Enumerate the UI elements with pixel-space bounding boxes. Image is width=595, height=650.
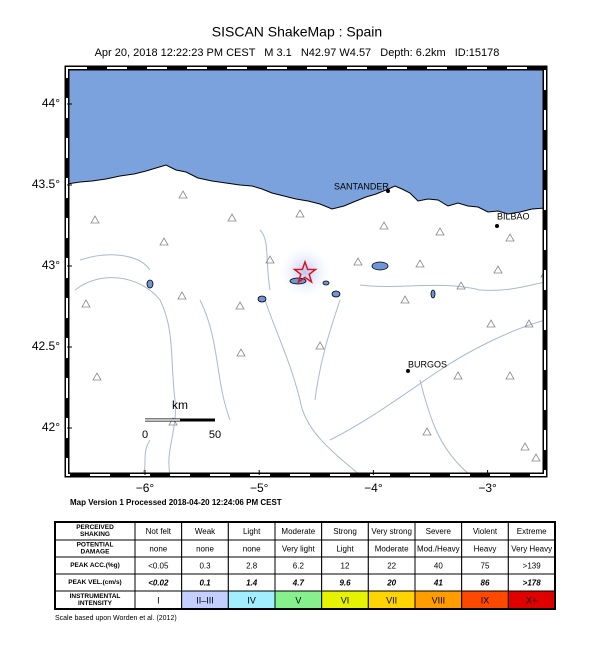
legend-value: VIII [432,595,446,605]
subtitle: Apr 20, 2018 12:22:23 PM CEST M 3.1 N42.… [95,47,500,59]
city-dot [495,224,499,228]
stations [81,190,545,462]
lon-tick-label: −3° [478,481,497,495]
map-frame-pattern [66,67,546,476]
legend-value: 0.3 [199,562,211,571]
lakes [146,261,436,303]
legend-value: 6.2 [293,562,305,571]
depth: Depth: 6.2km [380,47,445,59]
legend-value: Violent [473,527,498,536]
row-header: DAMAGE [81,549,111,556]
legend-value: II–III [196,595,214,605]
legend-value: IV [247,595,256,605]
legend-value: 4.7 [292,579,305,588]
legend-value: >139 [523,562,542,571]
rivers [74,229,545,475]
event-id: ID:15178 [455,47,500,59]
legend-value: Mod./Heavy [417,545,460,554]
legend-value: >178 [523,579,542,588]
row-header: PERCEIVED [76,524,114,531]
legend-value: Strong [333,527,357,536]
legend-value: 2.8 [246,562,258,571]
legend-value: Moderate [281,527,315,536]
legend-value: none [243,545,261,554]
legend-value: none [196,545,214,554]
legend-value: 1.4 [246,579,258,588]
lat-tick-label: 43° [42,258,60,272]
row-header: SHAKING [80,531,110,538]
legend-value: <0.02 [148,579,169,588]
shaking-area [277,244,333,300]
legend-value: 41 [433,579,443,588]
location: N42.97 W4.57 [301,47,371,59]
legend-value: Light [243,527,261,536]
lat-tick-label: 42° [42,420,60,434]
legend-value: Not felt [146,527,172,536]
legend-value: I [157,595,160,605]
city-label: BURGOS [408,359,447,369]
scale-start: 0 [142,429,148,441]
legend-value: V [295,595,301,605]
legend-value: Very Heavy [511,545,552,554]
legend-value: <0.05 [148,562,169,571]
legend-value: 0.1 [199,579,211,588]
cities: SANTANDER BILBAO BURGOS [334,181,530,373]
city-label: BILBAO [497,211,530,221]
legend-value: VII [386,595,397,605]
legend-value: Moderate [375,545,409,554]
legend-value: Extreme [517,527,547,536]
scale-end: 50 [209,429,221,441]
row-header: PEAK ACC.(%g) [70,562,120,569]
epicenter [292,259,318,284]
graticule: 44° 43.5° 43° 42.5° 42° −6° −5° −4° −3° [32,96,497,495]
legend-value: Light [336,545,354,554]
legend-value: X+ [526,595,537,605]
legend-value: VI [341,595,350,605]
scale-unit: km [172,398,188,412]
lon-tick-label: −5° [250,481,269,495]
legend-value: Severe [426,527,452,536]
title: SISCAN ShakeMap : Spain [212,24,382,40]
legend-frame [54,521,556,610]
lat-tick-label: 43.5° [32,177,60,191]
scale-bar: km 0 50 [142,398,221,441]
legend-value: none [149,545,167,554]
lat-tick-label: 44° [42,96,60,110]
lon-tick-label: −4° [364,481,383,495]
legend-value: 75 [481,562,490,571]
row-header: INTENSITY [78,600,113,607]
legend-value: 22 [387,562,396,571]
legend-value: Very light [282,545,316,554]
legend-value: 9.6 [339,579,351,588]
row-header: PEAK VEL.(cm/s) [68,579,121,586]
lon-tick-label: −6° [136,481,155,495]
city-dot [406,369,410,373]
sea [67,68,545,215]
legend-value: 86 [481,579,490,588]
map-area [67,68,545,475]
note: Scale based upon Worden et al. (2012) [55,615,177,622]
legend-value: 40 [434,562,443,571]
city-dot [386,189,390,193]
footer: Map Version 1 Processed 2018-04-20 12:24… [70,498,282,507]
legend-value: 20 [386,579,396,588]
city-label: SANTANDER [334,181,389,191]
event-date: Apr 20, 2018 12:22:23 PM CEST [95,47,256,59]
legend-value: Weak [195,527,216,536]
legend-value: Heavy [474,545,497,554]
row-header: POTENTIAL [77,542,114,549]
legend-value: IX [481,595,490,605]
lat-tick-label: 42.5° [32,339,60,353]
magnitude: M 3.1 [264,47,292,59]
legend-value: 12 [341,562,350,571]
legend-value: Very strong [371,527,411,536]
row-header: INSTRUMENTAL [70,593,121,600]
